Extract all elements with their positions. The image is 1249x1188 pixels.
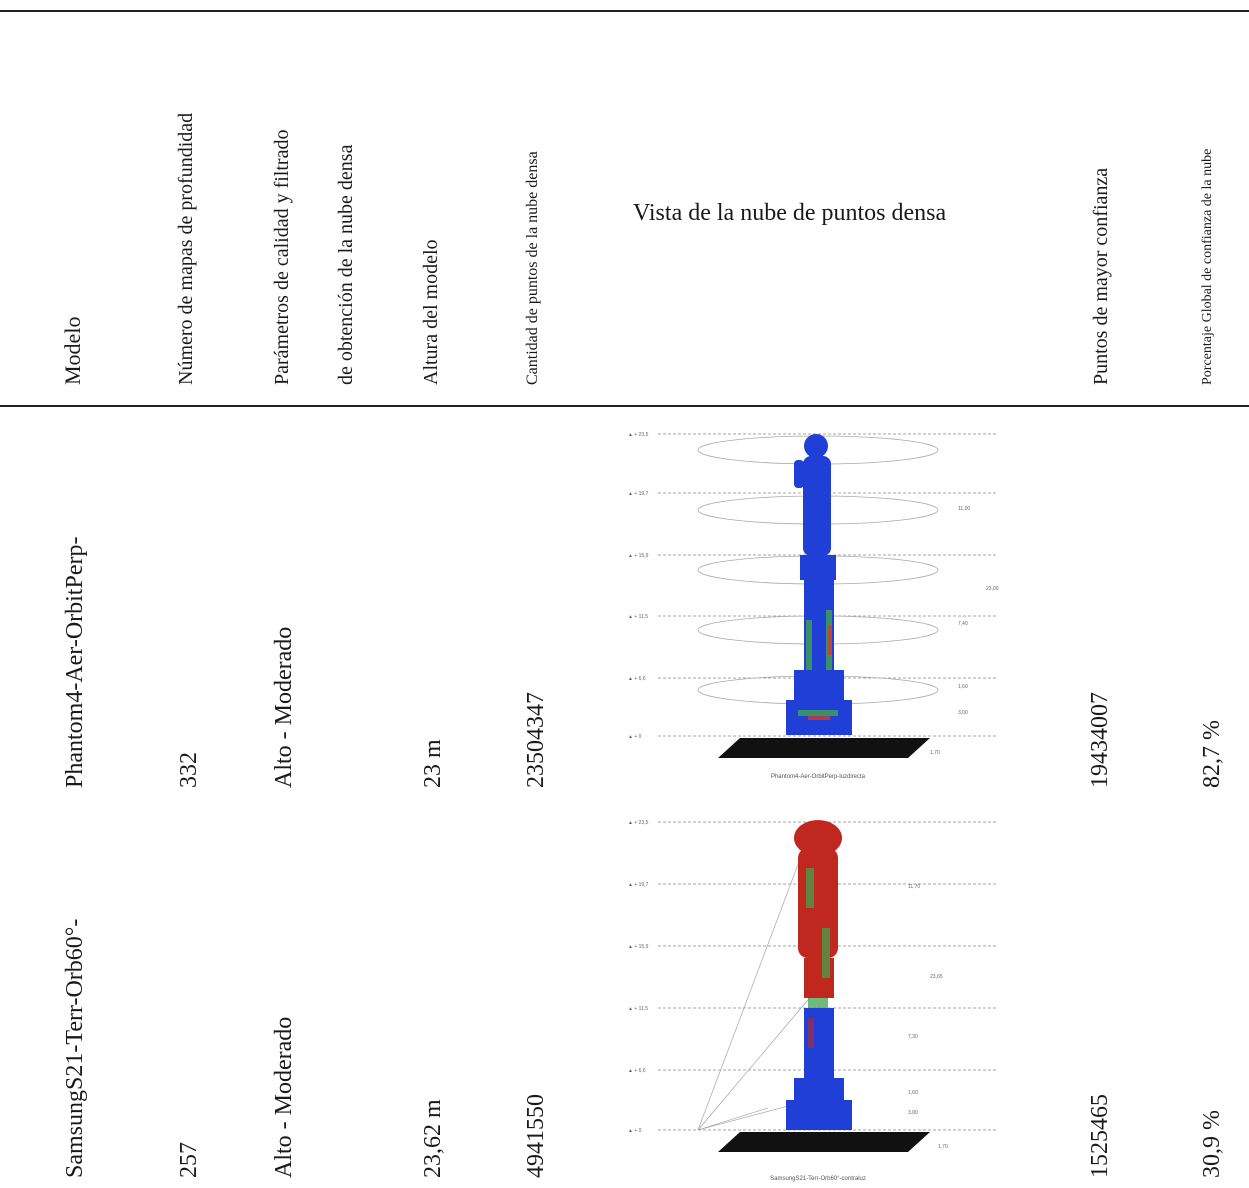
level-marker: ▲ + 23,5 — [628, 432, 649, 438]
level-marker: ▲ + 6,6 — [628, 676, 646, 682]
level-marker: ▲ + 15,9 — [628, 553, 649, 559]
level-marker: ▲ + 19,7 — [628, 491, 649, 497]
level-marker: ▲ + 15,9 — [628, 944, 649, 950]
level-marker: ▲ + 19,7 — [628, 882, 649, 888]
dimension-label: 3,00 — [908, 1110, 918, 1116]
dimension-label: 23,65 — [930, 974, 943, 980]
level-marker: ▲ + 11,5 — [628, 1006, 648, 1012]
row2-point-cloud-view: ▲ + 23,5 ▲ + 19,7 ▲ + 15,9 ▲ + 11,5 ▲ + … — [618, 808, 1018, 1188]
figure-caption: SamsungS21-Terr-Orb60°-contraluz — [770, 1176, 866, 1182]
level-marker: ▲ + 0 — [628, 734, 642, 740]
dimension-label: 1,60 — [908, 1090, 918, 1096]
level-marker: ▲ + 23,5 — [628, 820, 649, 826]
level-marker: ▲ + 11,5 — [628, 614, 648, 620]
level-marker: ▲ + 0 — [628, 1128, 642, 1134]
figure-caption: Phantom4-Aer-OrbitPerp-luzdirecta — [771, 774, 866, 780]
header-bottom-rule — [0, 405, 1249, 407]
row1-point-cloud-view: ▲ + 23,5 ▲ + 19,7 ▲ + 15,9 ▲ + 11,5 ▲ + … — [618, 420, 1018, 800]
header-vista: Vista de la nube de puntos densa — [633, 200, 947, 226]
dimension-label: 7,40 — [958, 621, 968, 627]
dimension-label: 7,30 — [908, 1034, 918, 1040]
dimension-label: 23,00 — [986, 586, 999, 592]
dimension-label: 1,60 — [958, 684, 968, 690]
dimension-label: 1,70 — [938, 1144, 948, 1150]
dimension-label: 1,70 — [930, 750, 940, 756]
dimension-label: 11,00 — [958, 506, 970, 512]
dimension-label: 3,00 — [958, 710, 968, 716]
table-top-rule — [0, 10, 1249, 12]
dimension-label: 11,70 — [908, 884, 920, 890]
level-marker: ▲ + 6,6 — [628, 1068, 646, 1074]
